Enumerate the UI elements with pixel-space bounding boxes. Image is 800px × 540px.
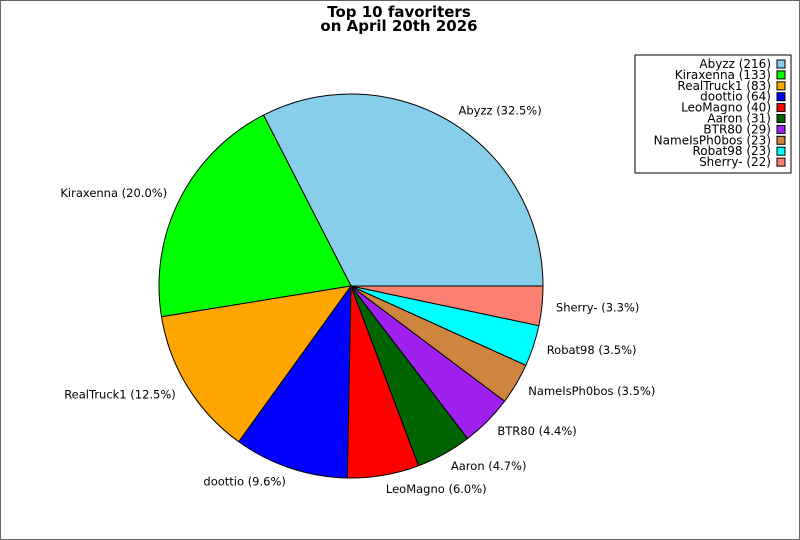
legend-swatch-kiraxenna (776, 70, 786, 80)
legend-swatch-robat98 (776, 146, 786, 156)
legend-label-realtruck1: RealTruck1 (83) (677, 79, 771, 93)
legend-swatch-doottio (776, 92, 786, 102)
slice-label-abyzz: Abyzz (32.5%) (459, 103, 542, 117)
legend-label-btr80: BTR80 (29) (703, 122, 771, 136)
legend-label-kiraxenna: Kiraxenna (133) (675, 68, 771, 82)
pie-slice-sherry (350, 285, 544, 327)
chart-title-line2: on April 20th 2026 (320, 17, 477, 35)
slice-labels: Abyzz (32.5%) Kiraxenna (20.0%) RealTruck1… (60, 103, 655, 496)
legend-label-leomagno: LeoMagno (40) (681, 101, 771, 115)
slice-label-leomagno: LeoMagno (6.0%) (386, 482, 487, 496)
legend-label-abyzz: Abyzz (216) (699, 57, 771, 71)
slice-label-aaron: Aaron (4.7%) (451, 459, 527, 473)
slice-label-realtruck1: RealTruck1 (12.5%) (64, 387, 176, 401)
legend-label-robat98: Robat98 (23) (692, 144, 771, 158)
legend-label-sherry: Sherry- (22) (699, 155, 771, 169)
pie-slice-doottio (238, 284, 352, 479)
legend-swatch-btr80 (776, 124, 786, 134)
legend-swatch-realtruck1 (776, 81, 786, 91)
slice-label-doottio: doottio (9.6%) (203, 474, 285, 488)
legend-swatch-aaron (776, 114, 786, 123)
legend-swatch-nameisph0bos (776, 135, 786, 145)
legend-swatch-leomagno (776, 103, 786, 113)
slice-label-robat98: Robat98 (3.5%) (547, 343, 637, 357)
slice-label-sherry: Sherry- (3.3%) (556, 300, 640, 314)
slice-label-nameisph0bos: NameIsPh0bos (3.5%) (528, 384, 655, 398)
pie-slice-kiraxenna (158, 114, 352, 318)
legend-box (634, 54, 792, 174)
legend-label-doottio: doottio (64) (700, 90, 771, 104)
legend-label-nameisph0bos: NameIsPh0bos (23) (654, 133, 771, 147)
slice-label-kiraxenna: Kiraxenna (20.0%) (60, 186, 167, 200)
chart-title-line1: Top 10 favoriters (327, 3, 471, 21)
pie-slices (158, 93, 544, 479)
legend-swatch-abyzz (776, 59, 786, 69)
legend-label-aaron: Aaron (31) (707, 112, 771, 126)
pie-slice-abyzz (262, 93, 544, 287)
legend-swatch-sherry (776, 157, 786, 167)
slice-label-btr80: BTR80 (4.4%) (497, 424, 576, 438)
legend: Abyzz (216)Kiraxenna (133)RealTruck1 (83… (634, 54, 792, 174)
pie-slice-realtruck1 (160, 285, 353, 443)
